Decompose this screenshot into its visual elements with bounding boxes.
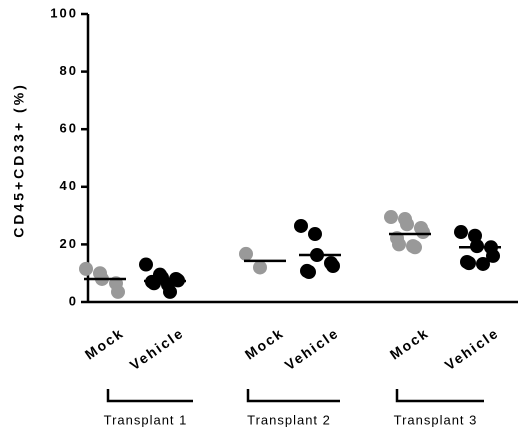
data-point	[308, 227, 322, 242]
data-point	[416, 225, 430, 240]
x-tick-label: Mock	[82, 324, 127, 362]
data-point	[147, 276, 161, 291]
data-point	[384, 210, 398, 225]
data-point	[79, 261, 93, 276]
data-point	[239, 246, 253, 261]
y-tick-label: 20	[60, 236, 78, 251]
group-label: Transplant 3	[394, 412, 478, 427]
x-tick-label: Vehicle	[442, 324, 502, 373]
data-point	[454, 225, 468, 240]
group-bracket	[106, 389, 193, 403]
data-point	[476, 256, 490, 271]
x-tick-label: Mock	[387, 324, 432, 362]
data-point	[294, 218, 308, 233]
y-tick-label: 100	[50, 5, 78, 20]
data-point	[139, 257, 153, 272]
y-axis-label: CD45+CD33+ (%)	[11, 82, 27, 238]
x-tick-label: Vehicle	[282, 324, 342, 373]
data-point	[326, 259, 340, 273]
data-point	[400, 217, 414, 232]
data-point	[468, 228, 482, 243]
x-tick-label: Vehicle	[127, 324, 187, 373]
y-tick-label: 0	[69, 293, 78, 308]
y-tick-label: 40	[60, 178, 78, 193]
y-tick-label: 60	[60, 121, 78, 136]
group-label: Transplant 2	[247, 412, 331, 427]
group-label: Transplant 1	[104, 412, 188, 427]
data-point	[486, 248, 500, 263]
y-tick-label: 80	[60, 63, 78, 78]
data-point	[408, 240, 422, 255]
data-point	[462, 256, 476, 271]
x-tick-label: Mock	[242, 324, 287, 362]
data-point	[111, 284, 125, 299]
data-point	[392, 237, 406, 252]
group-bracket	[395, 389, 484, 403]
group-bracket	[246, 389, 340, 403]
data-point	[163, 284, 177, 299]
data-point	[253, 260, 267, 275]
data-point	[302, 265, 316, 280]
